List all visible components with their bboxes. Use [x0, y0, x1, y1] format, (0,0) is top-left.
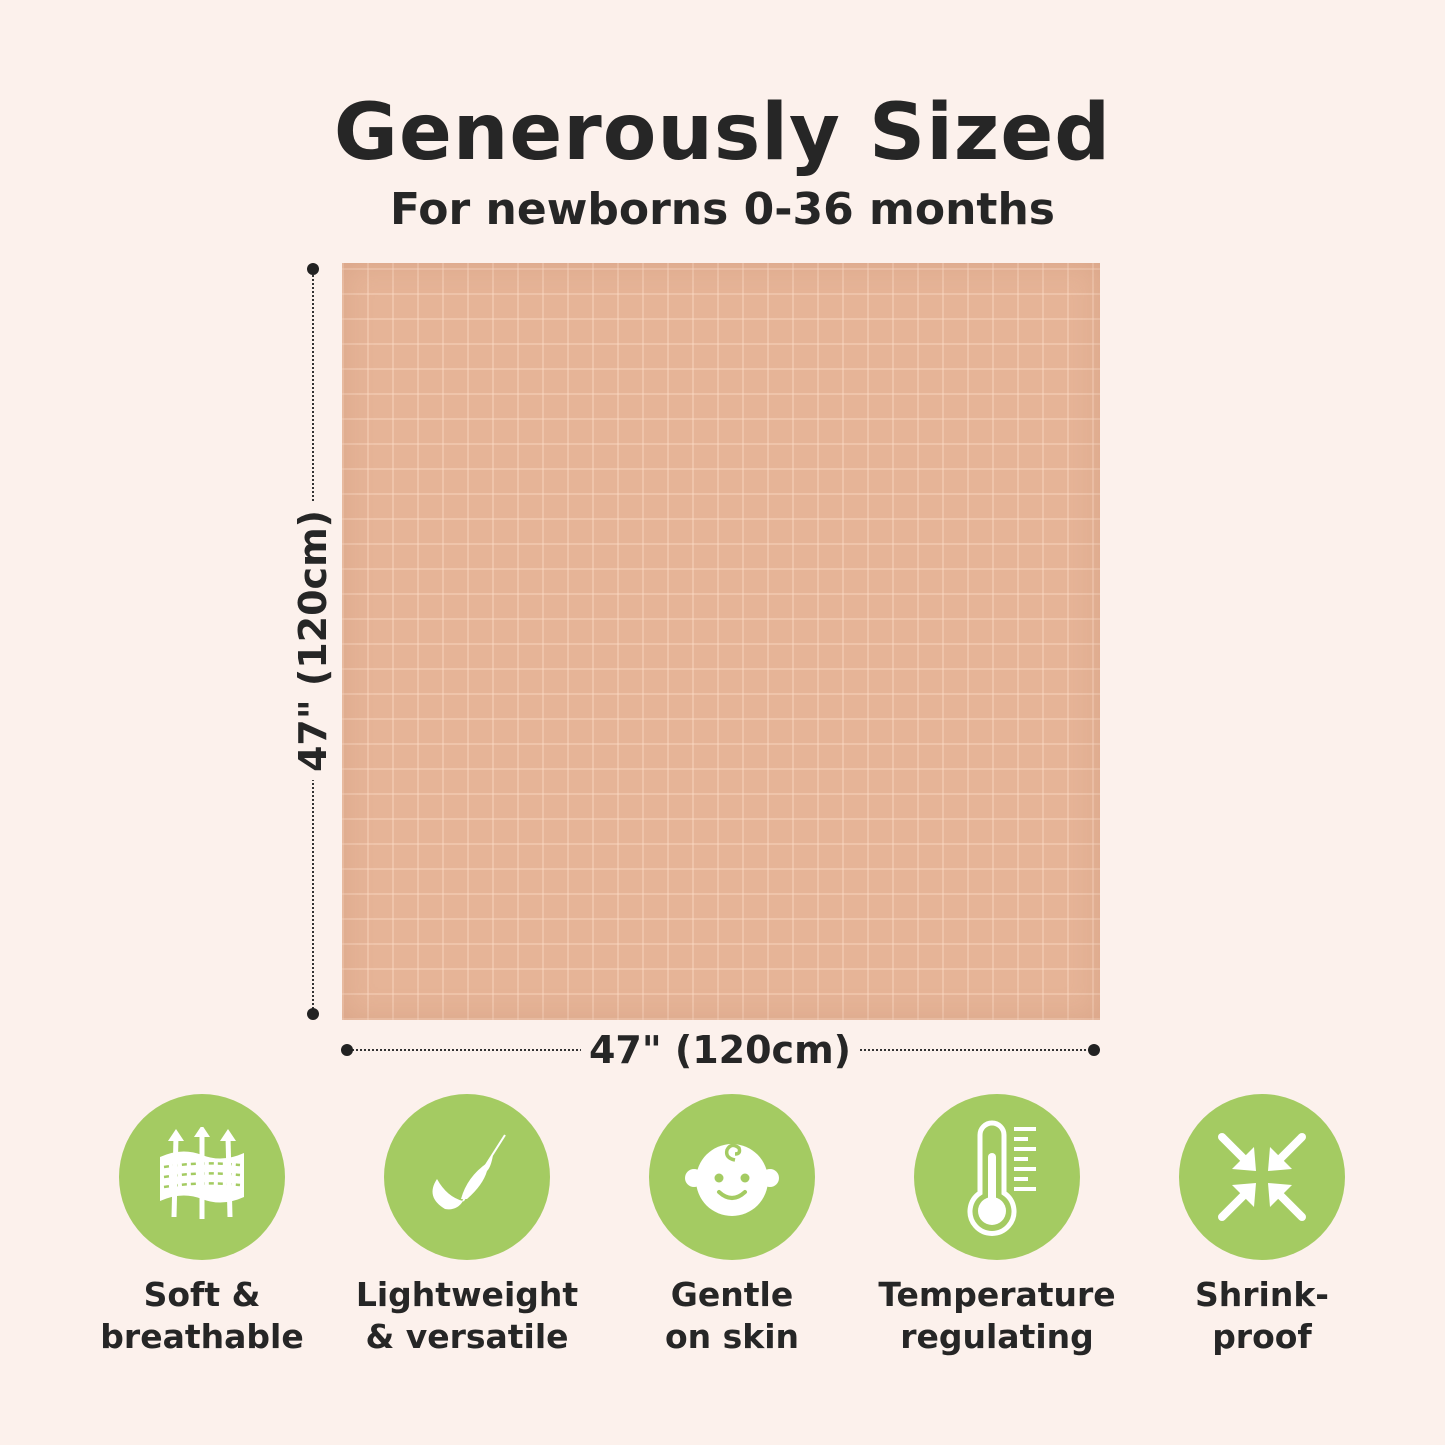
page-subtitle: For newborns 0-36 months	[390, 184, 1055, 235]
dimension-dot	[1088, 1044, 1100, 1056]
baby-face-icon	[649, 1094, 815, 1260]
feature-shrink-proof: Shrink-proof	[1132, 1094, 1392, 1358]
feature-label-line1: Gentle	[670, 1275, 794, 1314]
shrink-arrows-icon	[1179, 1094, 1345, 1260]
page-title: Generously Sized	[333, 88, 1112, 178]
feature-label-line2: regulating	[900, 1317, 1094, 1356]
dimension-dot	[307, 263, 319, 275]
dimension-dot	[341, 1044, 353, 1056]
feather-icon	[384, 1094, 550, 1260]
feature-label-line2: & versatile	[365, 1317, 569, 1356]
feature-label-line2: breathable	[100, 1317, 304, 1356]
thermometer-icon	[914, 1094, 1080, 1260]
feature-gentle-on-skin: Gentle on skin	[602, 1094, 862, 1358]
width-label: 47" (120cm)	[580, 1028, 860, 1072]
feature-soft-breathable: Soft & breathable	[72, 1094, 332, 1358]
feature-label-line2: on skin	[664, 1317, 800, 1356]
feature-label-line1: Soft &	[143, 1275, 261, 1314]
feature-lightweight-versatile: Lightweight & versatile	[337, 1094, 597, 1358]
dimension-dot	[307, 1008, 319, 1020]
muslin-blanket-image	[342, 263, 1100, 1020]
feature-label-line2: proof	[1212, 1317, 1312, 1356]
feature-temperature-regulating: Temperature regulating	[867, 1094, 1127, 1358]
feature-label-line1: Shrink-	[1195, 1275, 1329, 1314]
feature-label-line1: Temperature	[878, 1275, 1116, 1314]
breathable-fabric-icon	[119, 1094, 285, 1260]
height-label: 47" (120cm)	[291, 501, 335, 781]
feature-label-line1: Lightweight	[355, 1275, 579, 1314]
